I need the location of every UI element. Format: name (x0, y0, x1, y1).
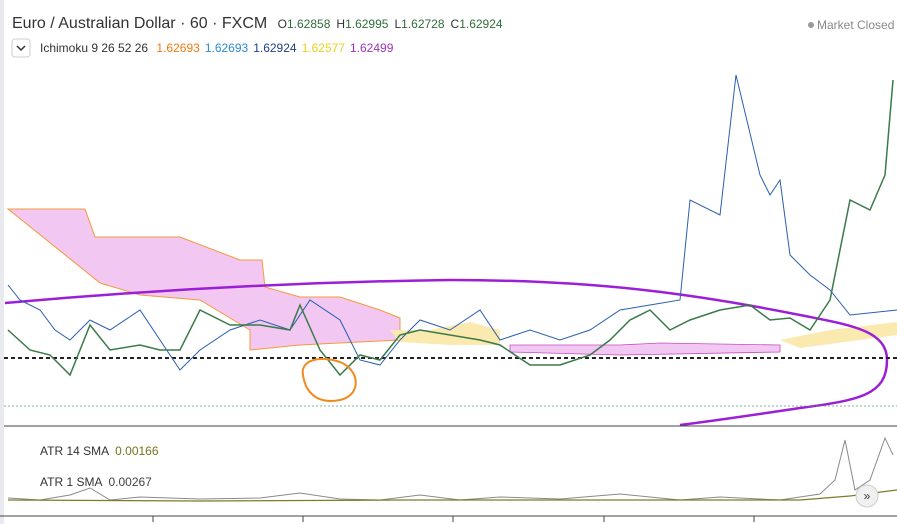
atr-legend: ATR 14 SMA 0.00166 ATR 1 SMA 0.00267 (40, 436, 159, 498)
ichimoku-value: 1.62577 (301, 41, 345, 55)
ohlc-value: 1.62728 (401, 17, 445, 31)
atr-value: 0.00267 (108, 475, 152, 489)
ichimoku-value: 1.62499 (349, 41, 394, 55)
collapse-icon[interactable] (16, 45, 26, 52)
price-series (7, 79, 894, 377)
atr-row: ATR 1 SMA 0.00267 (40, 467, 159, 498)
atr-row: ATR 14 SMA 0.00166 (40, 436, 159, 467)
atr-line (7, 436, 894, 501)
ohlc-prefix: C (450, 17, 460, 31)
ichimoku-cloud-yellow (780, 322, 897, 348)
collapse-button[interactable] (11, 38, 31, 58)
chikou-line (7, 74, 897, 371)
ohlc-prefix: H (336, 17, 346, 31)
ichimoku-cloud (509, 342, 781, 356)
ichimoku-value: 1.62693 (156, 41, 200, 55)
scroll-icon[interactable]: » (864, 489, 871, 503)
ohlc: O1.62858 H1.62995 L1.62728 C1.62924 (278, 17, 503, 31)
annotation-circle (301, 357, 357, 402)
scroll-button[interactable] (855, 484, 879, 508)
indicator-name: Ichimoku 9 26 52 26 (40, 41, 149, 55)
purple-line (4, 278, 889, 427)
atr-sma-line (7, 489, 897, 502)
symbol: Euro / Australian Dollar · 60 · FXCM (12, 15, 268, 32)
atr-name: ATR 14 SMA (40, 444, 110, 458)
ichimoku-value: 1.62693 (204, 41, 249, 55)
market-status: Market Closed (817, 18, 895, 32)
atr-value: 0.00166 (115, 444, 159, 458)
ichimoku-cloud (6, 208, 401, 351)
time-ticks (152, 516, 755, 522)
atr-name: ATR 1 SMA (40, 475, 103, 489)
ichimoku-legend: Ichimoku 9 26 52 26 1.62693 1.62693 1.6292… (40, 41, 393, 55)
left-border (0, 0, 4, 524)
header: Euro / Australian Dollar · 60 · FXCM O1.… (12, 15, 503, 33)
ichimoku-value: 1.62924 (253, 41, 297, 55)
ohlc-value: 1.62995 (345, 17, 389, 31)
status-dot (808, 22, 814, 28)
ohlc-value: 1.62924 (459, 17, 503, 31)
ohlc-value: 1.62858 (287, 17, 331, 31)
ohlc-prefix: L (394, 17, 402, 31)
ohlc-prefix: O (277, 17, 287, 31)
